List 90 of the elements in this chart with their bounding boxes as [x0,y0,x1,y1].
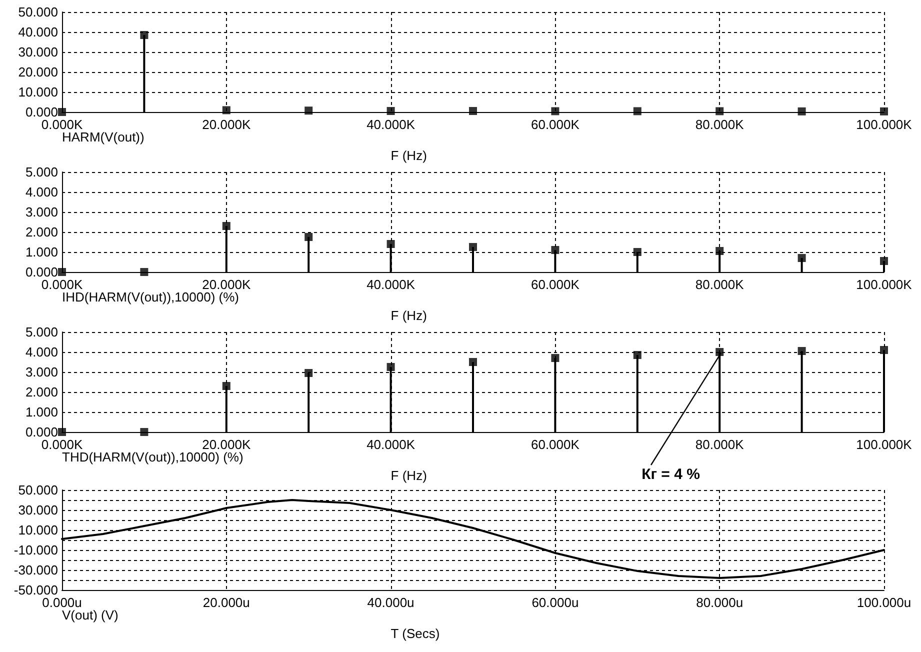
point [716,107,724,116]
point [880,346,888,354]
x-tick-label: 80.000K [695,117,744,132]
point [469,358,477,366]
point [58,108,66,116]
point [386,107,395,115]
y-tick-label: 10.000 [18,522,58,538]
point [716,348,724,356]
y-tick-label: 2.000 [25,384,58,400]
y-tick-label: 40.000 [18,24,58,40]
point [222,106,230,114]
x-tick-label: 100.000u [856,595,912,610]
series-label: IHD(HARM(V(out)),10000) (%) [62,290,239,304]
x-tick-label: 80.000K [695,437,744,452]
point [140,31,148,39]
x-tick-label: 80.000u [696,595,744,610]
point [140,268,148,276]
x-tick-label: 60.000u [532,595,579,610]
point [58,428,66,436]
x-tick-label: 40.000u [367,595,414,610]
x-axis-title: F (Hz) [390,468,427,483]
y-tick-label: 3.000 [25,364,58,380]
x-tick-label: 100.000K [856,437,912,452]
x-tick-label: 20.000K [202,117,251,132]
x-tick-label: 60.000K [530,277,580,292]
y-tick-label: 4.000 [25,344,58,360]
x-tick-label: 20.000u [202,595,250,610]
y-tick-label: 10.000 [18,84,58,100]
x-tick-label: 20.000K [202,277,251,292]
point [222,382,230,390]
point [551,246,560,254]
point [304,369,313,377]
y-tick-label: 0.000 [25,424,58,440]
x-axis-title: F (Hz) [390,148,427,163]
y-tick-label: 50.000 [18,4,58,20]
point [798,347,806,355]
series-label: HARM(V(out)) [62,130,144,144]
x-tick-label: 40.000K [366,117,416,132]
x-tick-label: 100.000K [856,117,912,132]
point [633,351,642,359]
point [880,257,888,265]
x-tick-label: 0.000K [41,117,83,132]
point [304,106,313,115]
y-tick-label: -10.000 [14,542,58,558]
y-tick-label: 2.000 [25,224,58,240]
x-tick-label: 60.000K [530,117,580,132]
point [304,233,313,241]
y-tick-label: 5.000 [25,164,58,180]
point [633,248,642,256]
point [386,363,395,371]
x-tick-label: 20.000K [202,437,251,452]
text: V(out) (V) [62,608,118,622]
point [633,107,642,116]
x-tick-label: 0.000K [41,437,83,452]
point [222,222,230,230]
x-tick-label: 40.000K [366,277,416,292]
y-tick-label: 1.000 [25,404,58,420]
x-tick-label: 40.000K [366,437,416,452]
y-tick-label: -30.000 [14,562,58,578]
point [58,268,66,276]
y-tick-label: 5.000 [25,324,58,340]
series-label: THD(HARM(V(out)),10000) (%) [62,450,244,464]
point [469,243,477,251]
x-tick-label: 80.000K [695,277,744,292]
point [716,247,724,255]
x-tick-label: 0.000K [41,277,83,292]
point [551,107,560,116]
y-tick-label: 0.000 [25,104,58,120]
y-tick-label: 30.000 [18,44,58,60]
x-tick-label: 60.000K [530,437,580,452]
y-tick-label: 4.000 [25,184,58,200]
y-tick-label: 30.000 [18,502,58,518]
y-tick-label: 3.000 [25,204,58,220]
x-axis-title: F (Hz) [390,308,427,323]
point [469,107,477,115]
x-axis-title: T (Secs) [390,626,440,641]
y-tick-label: 20.000 [18,64,58,80]
x-tick-label: 0.000u [42,595,82,610]
y-tick-label: 0.000 [25,264,58,280]
y-tick-label: 1.000 [25,244,58,260]
point [140,428,148,436]
x-tick-label: 100.000K [856,277,912,292]
y-tick-label: -50.000 [14,582,58,598]
point [386,240,395,248]
point [798,107,806,116]
y-tick-label: 50.000 [18,482,58,498]
point [880,107,888,116]
annotation: Кг = 4 % [642,466,700,483]
point [798,254,806,262]
point [551,354,560,362]
